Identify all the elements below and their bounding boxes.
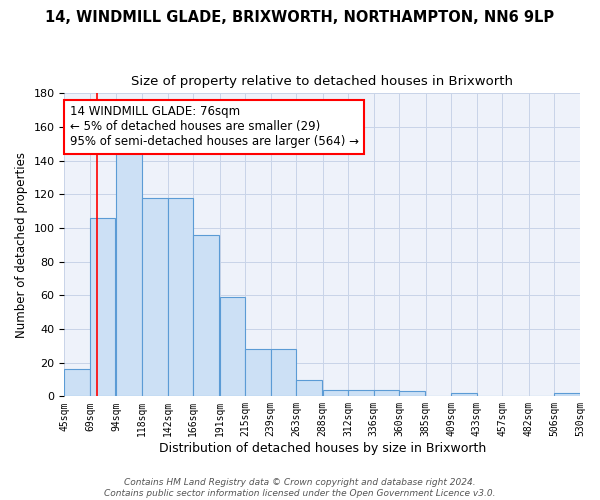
Bar bbox=[323, 390, 348, 396]
Bar bbox=[64, 370, 90, 396]
Bar bbox=[374, 390, 399, 396]
Bar bbox=[399, 392, 425, 396]
Bar bbox=[554, 393, 580, 396]
Bar bbox=[90, 218, 115, 396]
Bar bbox=[348, 390, 374, 396]
Bar bbox=[220, 297, 245, 396]
Bar bbox=[271, 349, 296, 397]
Title: Size of property relative to detached houses in Brixworth: Size of property relative to detached ho… bbox=[131, 75, 513, 88]
Bar bbox=[142, 198, 167, 396]
Text: Contains HM Land Registry data © Crown copyright and database right 2024.
Contai: Contains HM Land Registry data © Crown c… bbox=[104, 478, 496, 498]
Bar bbox=[451, 393, 477, 396]
Bar bbox=[245, 349, 271, 397]
Text: 14, WINDMILL GLADE, BRIXWORTH, NORTHAMPTON, NN6 9LP: 14, WINDMILL GLADE, BRIXWORTH, NORTHAMPT… bbox=[46, 10, 554, 25]
X-axis label: Distribution of detached houses by size in Brixworth: Distribution of detached houses by size … bbox=[158, 442, 486, 455]
Y-axis label: Number of detached properties: Number of detached properties bbox=[15, 152, 28, 338]
Bar bbox=[116, 144, 142, 397]
Bar bbox=[193, 234, 218, 396]
Text: 14 WINDMILL GLADE: 76sqm
← 5% of detached houses are smaller (29)
95% of semi-de: 14 WINDMILL GLADE: 76sqm ← 5% of detache… bbox=[70, 106, 359, 148]
Bar bbox=[296, 380, 322, 396]
Bar bbox=[167, 198, 193, 396]
